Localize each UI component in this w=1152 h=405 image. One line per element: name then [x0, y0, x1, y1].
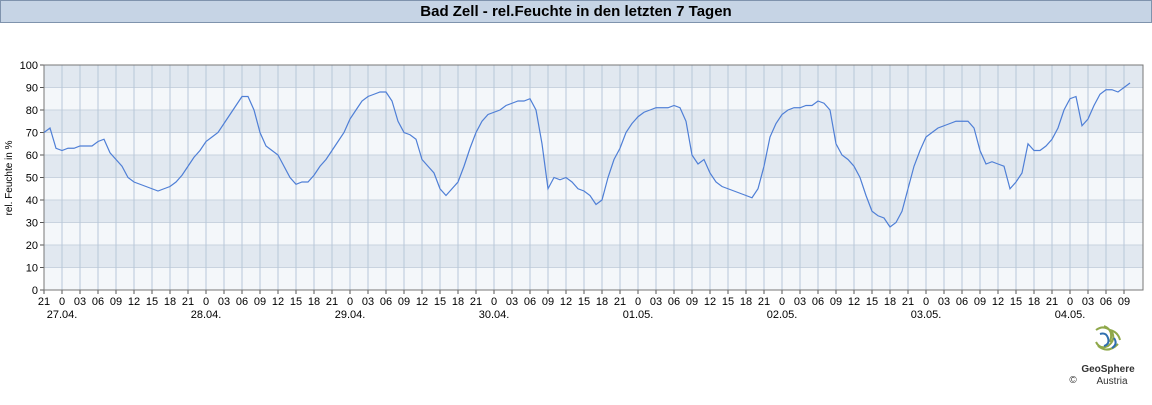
date-label: 03.05.	[911, 309, 942, 321]
x-tick-label: 0	[491, 296, 497, 308]
x-tick-label: 12	[128, 296, 140, 308]
x-tick-label: 03	[74, 296, 86, 308]
x-tick-label: 12	[560, 296, 572, 308]
date-label: 30.04.	[479, 309, 510, 321]
y-tick-label: 90	[26, 83, 38, 95]
y-tick-label: 40	[26, 195, 38, 207]
x-tick-label: 06	[668, 296, 680, 308]
x-tick-label: 0	[779, 296, 785, 308]
x-tick-label: 12	[416, 296, 428, 308]
logo-mark	[1099, 332, 1117, 349]
y-tick-label: 20	[26, 240, 38, 252]
x-tick-label: 0	[635, 296, 641, 308]
x-tick-label: 18	[740, 296, 752, 308]
y-tick-label: 100	[20, 60, 38, 72]
x-tick-label: 06	[524, 296, 536, 308]
plot-frame	[43, 64, 1144, 291]
x-tick-label: 09	[398, 296, 410, 308]
x-tick-label: 09	[542, 296, 554, 308]
x-tick-label: 15	[578, 296, 590, 308]
grid-band	[44, 110, 1143, 133]
x-tick-label: 06	[1100, 296, 1112, 308]
logo-mark	[1095, 325, 1121, 351]
x-tick-label: 09	[686, 296, 698, 308]
x-tick-label: 21	[902, 296, 914, 308]
y-axis-label: rel. Feuchte in %	[4, 140, 15, 215]
x-tick-label: 06	[812, 296, 824, 308]
x-tick-label: 03	[506, 296, 518, 308]
x-tick-label: 18	[596, 296, 608, 308]
x-tick-label: 15	[434, 296, 446, 308]
x-tick-label: 15	[866, 296, 878, 308]
x-tick-label: 12	[704, 296, 716, 308]
x-tick-label: 18	[884, 296, 896, 308]
x-tick-label: 03	[362, 296, 374, 308]
x-tick-label: 18	[308, 296, 320, 308]
x-tick-label: 09	[254, 296, 266, 308]
x-tick-label: 21	[182, 296, 194, 308]
x-tick-label: 03	[650, 296, 662, 308]
x-tick-label: 21	[326, 296, 338, 308]
date-label: 29.04.	[335, 309, 366, 321]
logo-sub: Austria	[1096, 376, 1128, 387]
date-label: 02.05.	[767, 309, 798, 321]
x-tick-label: 12	[848, 296, 860, 308]
y-tick-label: 60	[26, 150, 38, 162]
y-tick-label: 80	[26, 105, 38, 117]
grid-band	[44, 65, 1143, 88]
x-tick-label: 15	[146, 296, 158, 308]
x-tick-label: 15	[290, 296, 302, 308]
logo: GeoSphere Austria ©	[1069, 325, 1135, 387]
grid-band	[44, 245, 1143, 268]
x-tick-label: 18	[452, 296, 464, 308]
x-tick-label: 15	[722, 296, 734, 308]
x-tick-label: 21	[470, 296, 482, 308]
x-tick-label: 18	[164, 296, 176, 308]
y-tick-label: 0	[32, 285, 38, 297]
x-tick-label: 09	[1118, 296, 1130, 308]
y-tick-label: 10	[26, 263, 38, 275]
x-tick-label: 03	[218, 296, 230, 308]
x-tick-label: 21	[758, 296, 770, 308]
grid-band	[44, 200, 1143, 223]
x-tick-label: 06	[92, 296, 104, 308]
x-tick-label: 0	[203, 296, 209, 308]
x-tick-label: 06	[380, 296, 392, 308]
x-tick-label: 0	[1067, 296, 1073, 308]
x-tick-label: 12	[992, 296, 1004, 308]
x-tick-label: 09	[110, 296, 122, 308]
x-tick-label: 0	[347, 296, 353, 308]
x-tick-label: 15	[1010, 296, 1022, 308]
x-tick-label: 0	[59, 296, 65, 308]
line	[43, 82, 1131, 228]
x-tick-label: 21	[38, 296, 50, 308]
x-tick-label: 18	[1028, 296, 1040, 308]
y-tick-label: 30	[26, 218, 38, 230]
date-label: 28.04.	[191, 309, 222, 321]
y-tick-label: 50	[26, 173, 38, 185]
x-tick-label: 0	[923, 296, 929, 308]
x-tick-label: 21	[1046, 296, 1058, 308]
date-label: 04.05.	[1055, 309, 1086, 321]
x-tick-label: 06	[956, 296, 968, 308]
grid-band	[44, 155, 1143, 178]
x-tick-label: 09	[830, 296, 842, 308]
logo-name: GeoSphere	[1081, 364, 1135, 375]
x-tick-label: 12	[272, 296, 284, 308]
chart-title: Bad Zell - rel.Feuchte in den letzten 7 …	[420, 3, 731, 20]
x-tick-label: 03	[1082, 296, 1094, 308]
y-tick-label: 70	[26, 128, 38, 140]
date-label: 01.05.	[623, 309, 654, 321]
copyright: ©	[1069, 375, 1077, 386]
x-tick-label: 06	[236, 296, 248, 308]
x-tick-label: 09	[974, 296, 986, 308]
x-tick-label: 03	[794, 296, 806, 308]
date-label: 27.04.	[47, 309, 78, 321]
x-tick-label: 03	[938, 296, 950, 308]
x-tick-label: 21	[614, 296, 626, 308]
